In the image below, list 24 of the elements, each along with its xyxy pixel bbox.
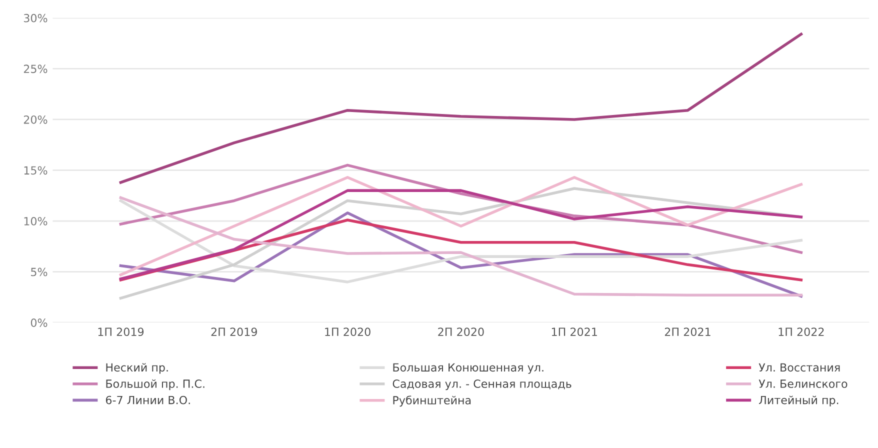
x-tick-label: 1П 2019 <box>98 328 144 336</box>
legend-label: Ул. Восстания <box>758 363 840 372</box>
legend-label: Большая Конюшенная ул. <box>393 363 544 374</box>
y-tick-label: 10% <box>24 216 48 226</box>
x-tick-label: 1П 2022 <box>778 328 824 336</box>
x-tick-label: 2П 2020 <box>438 328 484 336</box>
legend-label: Рубинштейна <box>393 396 471 407</box>
legend-label: 6-7 Линии В.О. <box>106 396 190 404</box>
y-tick-label: 5% <box>31 268 48 276</box>
line-series <box>119 32 803 184</box>
legend-label: Литейный пр. <box>759 396 838 406</box>
legend-label: Садовая ул. - Сенная площадь <box>392 380 572 390</box>
x-tick-label: 1П 2020 <box>325 328 370 336</box>
y-tick-label: 30% <box>24 14 48 22</box>
y-tick-label: 0% <box>30 318 48 327</box>
x-tick-label: 2П 2019 <box>211 328 257 336</box>
x-tick-label: 2П 2021 <box>664 328 710 336</box>
legend-label: Неский пр. <box>106 363 168 374</box>
y-tick-label: 25% <box>24 64 48 74</box>
x-tick-label: 1П 2021 <box>552 328 597 336</box>
legend-label: Большой пр. П.С. <box>106 379 204 390</box>
y-tick-label: 20% <box>24 115 48 124</box>
legend-label: Ул. Белинского <box>758 380 848 388</box>
y-tick-label: 15% <box>24 166 48 175</box>
